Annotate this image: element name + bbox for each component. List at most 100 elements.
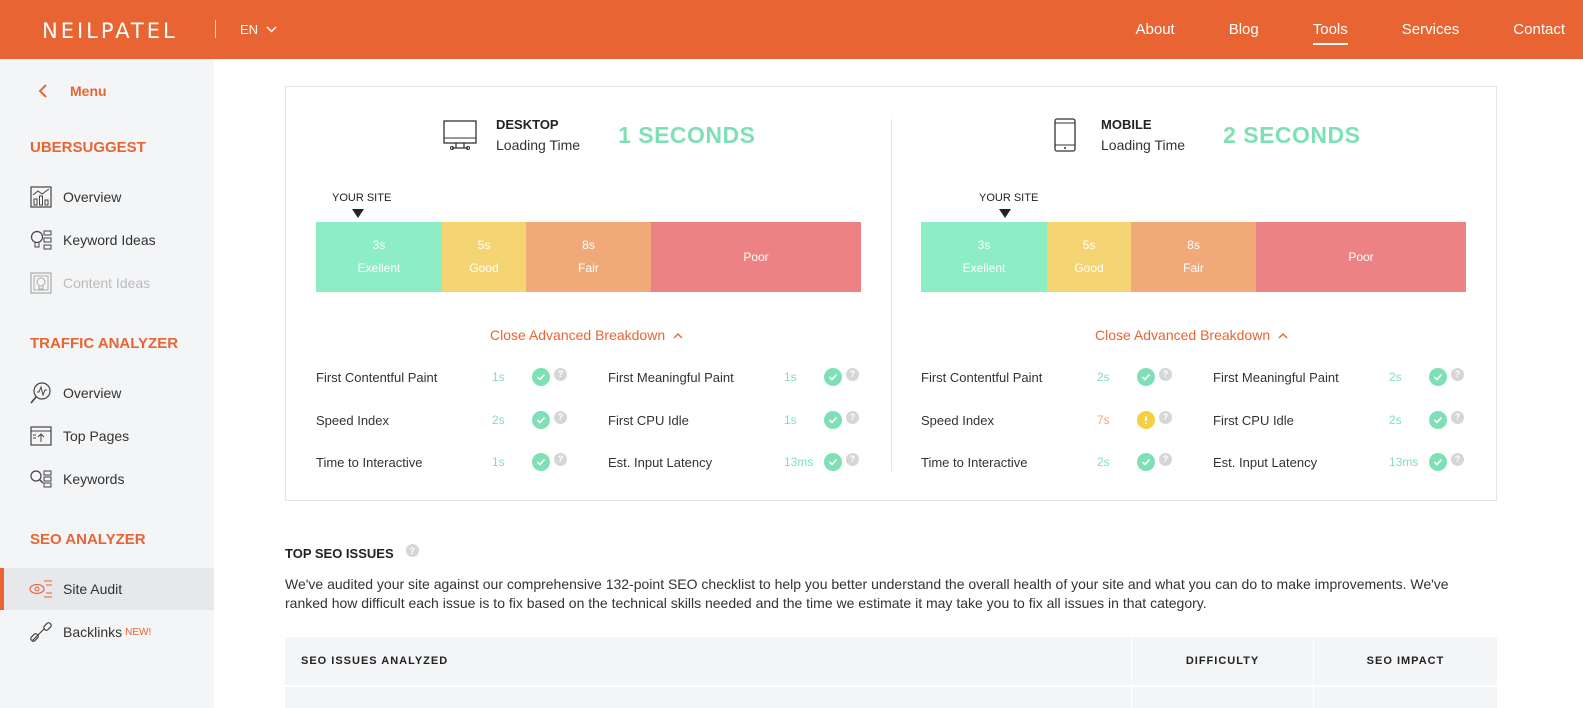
sidebar-item-ubersuggest-overview[interactable]: Overview [0, 176, 214, 218]
nav-tools[interactable]: Tools [1312, 21, 1348, 45]
sidebar-item-traffic-overview[interactable]: Overview [0, 372, 214, 414]
sidebar-item-top-pages[interactable]: Top Pages [0, 415, 214, 457]
check-icon [824, 453, 842, 471]
column-header-difficulty[interactable]: DIFFICULTY [1132, 637, 1314, 685]
table-cell [1314, 687, 1497, 708]
scale-threshold: 8s [1187, 238, 1200, 252]
metric-value: 2s [1389, 370, 1402, 384]
help-icon[interactable]: ? [1451, 452, 1464, 466]
chevron-up-icon [673, 332, 683, 338]
help-icon[interactable]: ? [554, 410, 567, 424]
metric-value: 2s [492, 413, 505, 427]
device-subtitle: Loading Time [1101, 137, 1186, 153]
scale-label: Fair [578, 261, 599, 275]
metric-row: First CPU Idle 1s? [608, 410, 859, 430]
help-icon[interactable]: ? [554, 452, 567, 466]
column-header-seo-impact[interactable]: SEO IMPACT [1366, 655, 1445, 667]
metric-name: Est. Input Latency [1213, 454, 1318, 470]
help-icon[interactable]: ? [554, 367, 567, 381]
help-icon[interactable]: ? [1159, 452, 1172, 466]
metric-name: Time to Interactive [921, 454, 1028, 470]
menu-back-button[interactable]: Menu [38, 83, 107, 99]
main-nav: About Blog Tools Services Contact [1082, 0, 1565, 59]
check-icon [532, 453, 550, 471]
sidebar-item-label: Keyword Ideas [63, 232, 156, 248]
site-audit-icon [29, 577, 53, 601]
scale-label: Exellent [357, 261, 401, 275]
chevron-left-icon [38, 84, 47, 98]
top-seo-issues-title: TOP SEO ISSUES ? [285, 544, 419, 561]
metric-value: 1s [492, 455, 505, 469]
nav-contact[interactable]: Contact [1513, 21, 1565, 38]
sidebar-item-label: Overview [63, 189, 122, 205]
desktop-panel: DESKTOP Loading Time 1 SECONDS YOUR SITE… [286, 87, 892, 502]
your-site-marker-icon [999, 209, 1011, 218]
metric-name: First CPU Idle [608, 412, 689, 428]
metric-name: First CPU Idle [1213, 412, 1294, 428]
scale-poor: Poor [651, 222, 861, 292]
scale-fair: 8s Fair [526, 222, 651, 292]
column-divider [891, 119, 892, 471]
scale-fair: 8s Fair [1131, 222, 1256, 292]
sidebar-item-site-audit[interactable]: Site Audit [0, 568, 214, 610]
scale-excellent: 3s Exellent [316, 222, 442, 292]
loading-time-value: 1 SECONDS [618, 121, 756, 148]
help-icon[interactable]: ? [846, 410, 859, 424]
sidebar-item-keyword-ideas[interactable]: Keyword Ideas [0, 219, 214, 261]
seo-issues-description: We've audited your site against our comp… [285, 576, 1449, 611]
chevron-up-icon [1278, 332, 1288, 338]
help-icon[interactable]: ? [846, 452, 859, 466]
column-header-issues[interactable]: SEO ISSUES ANALYZED [285, 637, 1132, 685]
help-icon[interactable]: ? [846, 367, 859, 381]
nav-services[interactable]: Services [1401, 21, 1460, 38]
sidebar-item-keywords[interactable]: Keywords [0, 458, 214, 500]
scale-threshold: 5s [477, 238, 491, 252]
table-row [285, 687, 1497, 708]
metric-name: First Meaningful Paint [608, 369, 734, 385]
mobile-header: MOBILE Loading Time 2 SECONDS [1047, 117, 1361, 153]
desktop-labels: DESKTOP Loading Time [496, 117, 580, 153]
sidebar-item-content-ideas: Content Ideas [0, 262, 214, 304]
metric-value: 13ms [784, 455, 814, 469]
check-icon [824, 368, 842, 386]
scale-threshold: 3s [372, 238, 386, 252]
content-bulb-icon [29, 271, 53, 295]
help-icon[interactable]: ? [405, 544, 419, 557]
close-advanced-breakdown-button[interactable]: Close Advanced Breakdown [1095, 327, 1288, 343]
language-selector[interactable]: EN [240, 22, 277, 37]
sidebar-item-backlinks[interactable]: Backlinks NEW! [0, 611, 214, 653]
neilpatel-logo[interactable]: NEILPATEL [42, 19, 178, 43]
help-icon[interactable]: ? [1451, 367, 1464, 381]
metric-value: 1s [784, 413, 797, 427]
check-icon [1429, 411, 1447, 429]
sidebar-item-label: Top Pages [63, 428, 130, 444]
check-icon [532, 411, 550, 429]
language-label: EN [240, 22, 259, 37]
metric-row: Time to Interactive 1s? [316, 452, 567, 472]
keywords-icon [29, 467, 53, 491]
loading-time-value: 2 SECONDS [1223, 121, 1361, 148]
lightbulb-list-icon [29, 228, 53, 252]
metric-name: First Meaningful Paint [1213, 369, 1339, 385]
metric-value: 2s [1389, 413, 1402, 427]
chart-icon [29, 185, 53, 209]
check-icon [1137, 368, 1155, 386]
sidebar: Menu UBERSUGGEST Overview Keyword Ideas … [0, 59, 214, 708]
nav-blog[interactable]: Blog [1228, 21, 1259, 38]
metric-name: First Contentful Paint [921, 369, 1043, 385]
seo-issues-table-header: SEO ISSUES ANALYZED DIFFICULTY SEO IMPAC… [285, 637, 1497, 685]
device-name: MOBILE [1101, 117, 1152, 132]
close-advanced-breakdown-button[interactable]: Close Advanced Breakdown [490, 327, 683, 343]
metric-row: Speed Index 7s? [921, 410, 1172, 430]
nav-about[interactable]: About [1135, 21, 1175, 38]
check-icon [824, 411, 842, 429]
section-heading: TOP SEO ISSUES [285, 546, 394, 561]
table-cell [285, 687, 1132, 708]
help-icon[interactable]: ? [1451, 410, 1464, 424]
help-icon[interactable]: ? [1159, 367, 1172, 381]
top-pages-icon [29, 424, 53, 448]
section-title-traffic-analyzer: TRAFFIC ANALYZER [30, 335, 179, 352]
metric-row: First Contentful Paint 2s? [921, 367, 1172, 387]
sidebar-item-label: Content Ideas [63, 275, 151, 291]
help-icon[interactable]: ? [1159, 410, 1172, 424]
